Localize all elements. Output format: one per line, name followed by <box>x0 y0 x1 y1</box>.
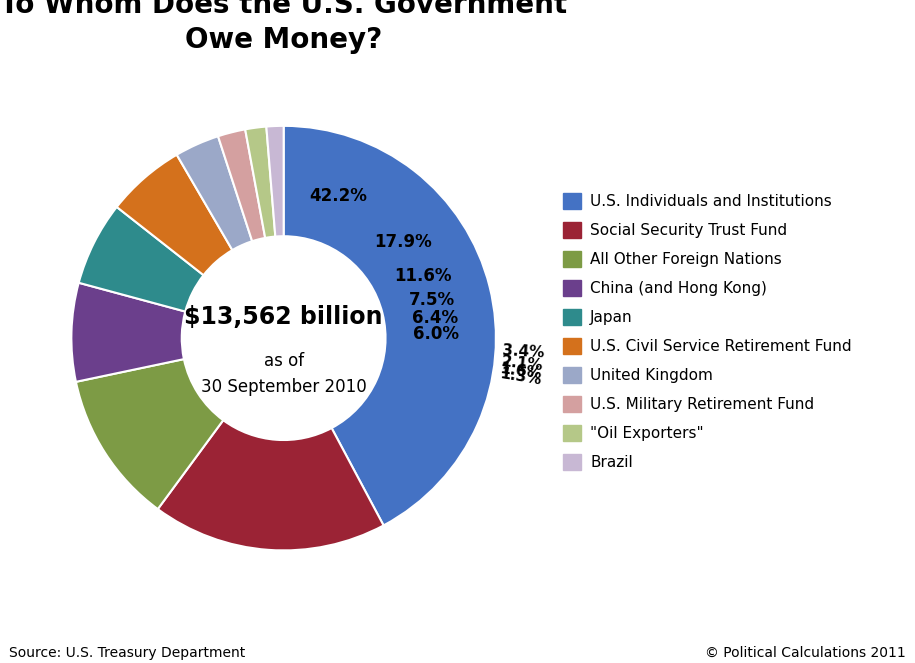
Text: 3.4%: 3.4% <box>501 343 544 361</box>
Wedge shape <box>177 136 253 250</box>
Text: 6.4%: 6.4% <box>412 309 458 327</box>
Text: 1.3%: 1.3% <box>499 366 543 388</box>
Text: Source: U.S. Treasury Department: Source: U.S. Treasury Department <box>9 646 245 660</box>
Wedge shape <box>79 207 203 312</box>
Text: 17.9%: 17.9% <box>374 233 432 251</box>
Wedge shape <box>284 126 496 525</box>
Text: 7.5%: 7.5% <box>408 291 455 309</box>
Text: © Political Calculations 2011: © Political Calculations 2011 <box>705 646 906 660</box>
Text: as of
30 September 2010: as of 30 September 2010 <box>200 352 367 396</box>
Text: 1.6%: 1.6% <box>500 361 544 381</box>
Legend: U.S. Individuals and Institutions, Social Security Trust Fund, All Other Foreign: U.S. Individuals and Institutions, Socia… <box>556 187 858 476</box>
Wedge shape <box>266 126 284 237</box>
Wedge shape <box>218 129 265 241</box>
Text: 11.6%: 11.6% <box>394 267 452 284</box>
Text: 6.0%: 6.0% <box>414 326 459 343</box>
Wedge shape <box>117 154 232 275</box>
Wedge shape <box>245 127 275 238</box>
Wedge shape <box>71 282 185 382</box>
Wedge shape <box>157 420 383 550</box>
Title: To Whom Does the U.S. Government
Owe Money?: To Whom Does the U.S. Government Owe Mon… <box>0 0 567 54</box>
Text: 2.1%: 2.1% <box>501 354 544 373</box>
Wedge shape <box>76 359 223 509</box>
Text: $13,562 billion: $13,562 billion <box>185 305 382 329</box>
Text: 42.2%: 42.2% <box>310 186 368 205</box>
